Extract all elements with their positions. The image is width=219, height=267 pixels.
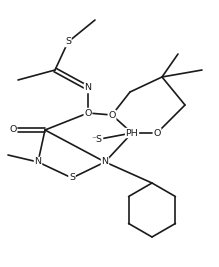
Text: S: S bbox=[69, 174, 75, 183]
Text: PH: PH bbox=[126, 128, 138, 138]
Text: N: N bbox=[85, 84, 92, 92]
Text: N: N bbox=[101, 158, 108, 167]
Text: ⁻S: ⁻S bbox=[92, 135, 102, 143]
Text: O: O bbox=[153, 128, 161, 138]
Text: N: N bbox=[35, 158, 41, 167]
Text: S: S bbox=[65, 37, 71, 46]
Text: O: O bbox=[108, 111, 116, 120]
Text: O: O bbox=[84, 108, 92, 117]
Text: O: O bbox=[9, 125, 17, 135]
